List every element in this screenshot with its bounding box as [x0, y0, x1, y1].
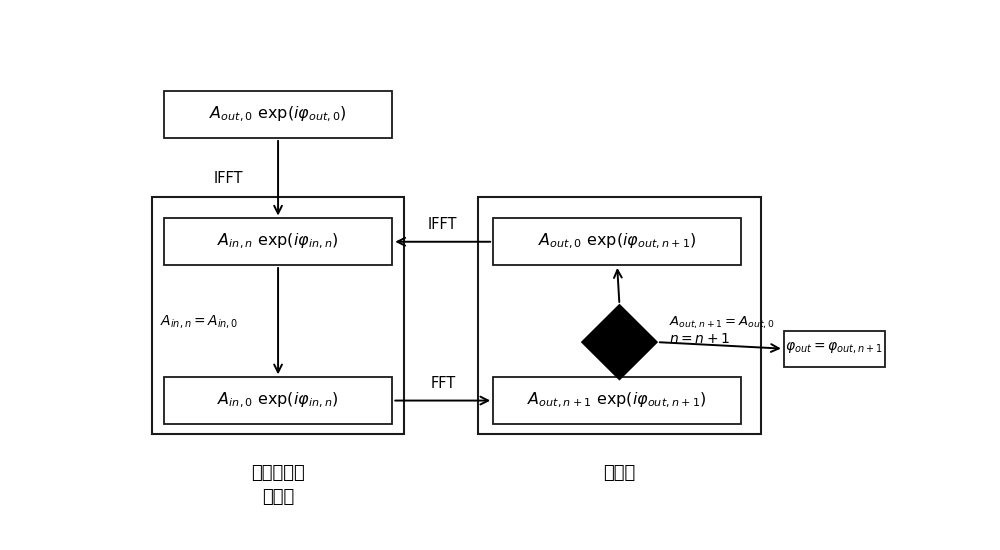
- FancyBboxPatch shape: [784, 331, 885, 367]
- FancyBboxPatch shape: [493, 377, 741, 424]
- Text: FFT: FFT: [430, 376, 455, 391]
- Text: $n = n+1$: $n = n+1$: [669, 332, 730, 346]
- Text: $A_{in,n}$ exp$(i\varphi_{in,n})$: $A_{in,n}$ exp$(i\varphi_{in,n})$: [217, 232, 339, 251]
- FancyBboxPatch shape: [164, 91, 392, 138]
- Text: $A_{out,n+1}$ exp$(i\varphi_{out,n+1})$: $A_{out,n+1}$ exp$(i\varphi_{out,n+1})$: [527, 391, 707, 410]
- Text: $A_{out,0}$ exp$(i\varphi_{out,0})$: $A_{out,0}$ exp$(i\varphi_{out,0})$: [209, 105, 347, 124]
- Text: IFFT: IFFT: [428, 217, 458, 232]
- Text: IFFT: IFFT: [214, 170, 243, 186]
- Text: $A_{in,0}$ exp$(i\varphi_{in,n})$: $A_{in,0}$ exp$(i\varphi_{in,n})$: [217, 391, 339, 410]
- Text: 成像面: 成像面: [603, 464, 635, 482]
- FancyBboxPatch shape: [164, 377, 392, 424]
- Polygon shape: [582, 305, 657, 380]
- FancyBboxPatch shape: [164, 218, 392, 265]
- FancyBboxPatch shape: [493, 218, 741, 265]
- Text: 空间光调制
器平面: 空间光调制 器平面: [251, 464, 305, 505]
- Text: $A_{out,n+1} = A_{out,0}$: $A_{out,n+1} = A_{out,0}$: [669, 315, 774, 331]
- Text: $A_{in,n} = A_{in,0}$: $A_{in,n} = A_{in,0}$: [160, 312, 238, 329]
- Text: $\varphi_{out} = \varphi_{out,n+1}$: $\varphi_{out} = \varphi_{out,n+1}$: [785, 341, 883, 356]
- Text: $A_{out,0}$ exp$(i\varphi_{out,n+1})$: $A_{out,0}$ exp$(i\varphi_{out,n+1})$: [538, 232, 696, 251]
